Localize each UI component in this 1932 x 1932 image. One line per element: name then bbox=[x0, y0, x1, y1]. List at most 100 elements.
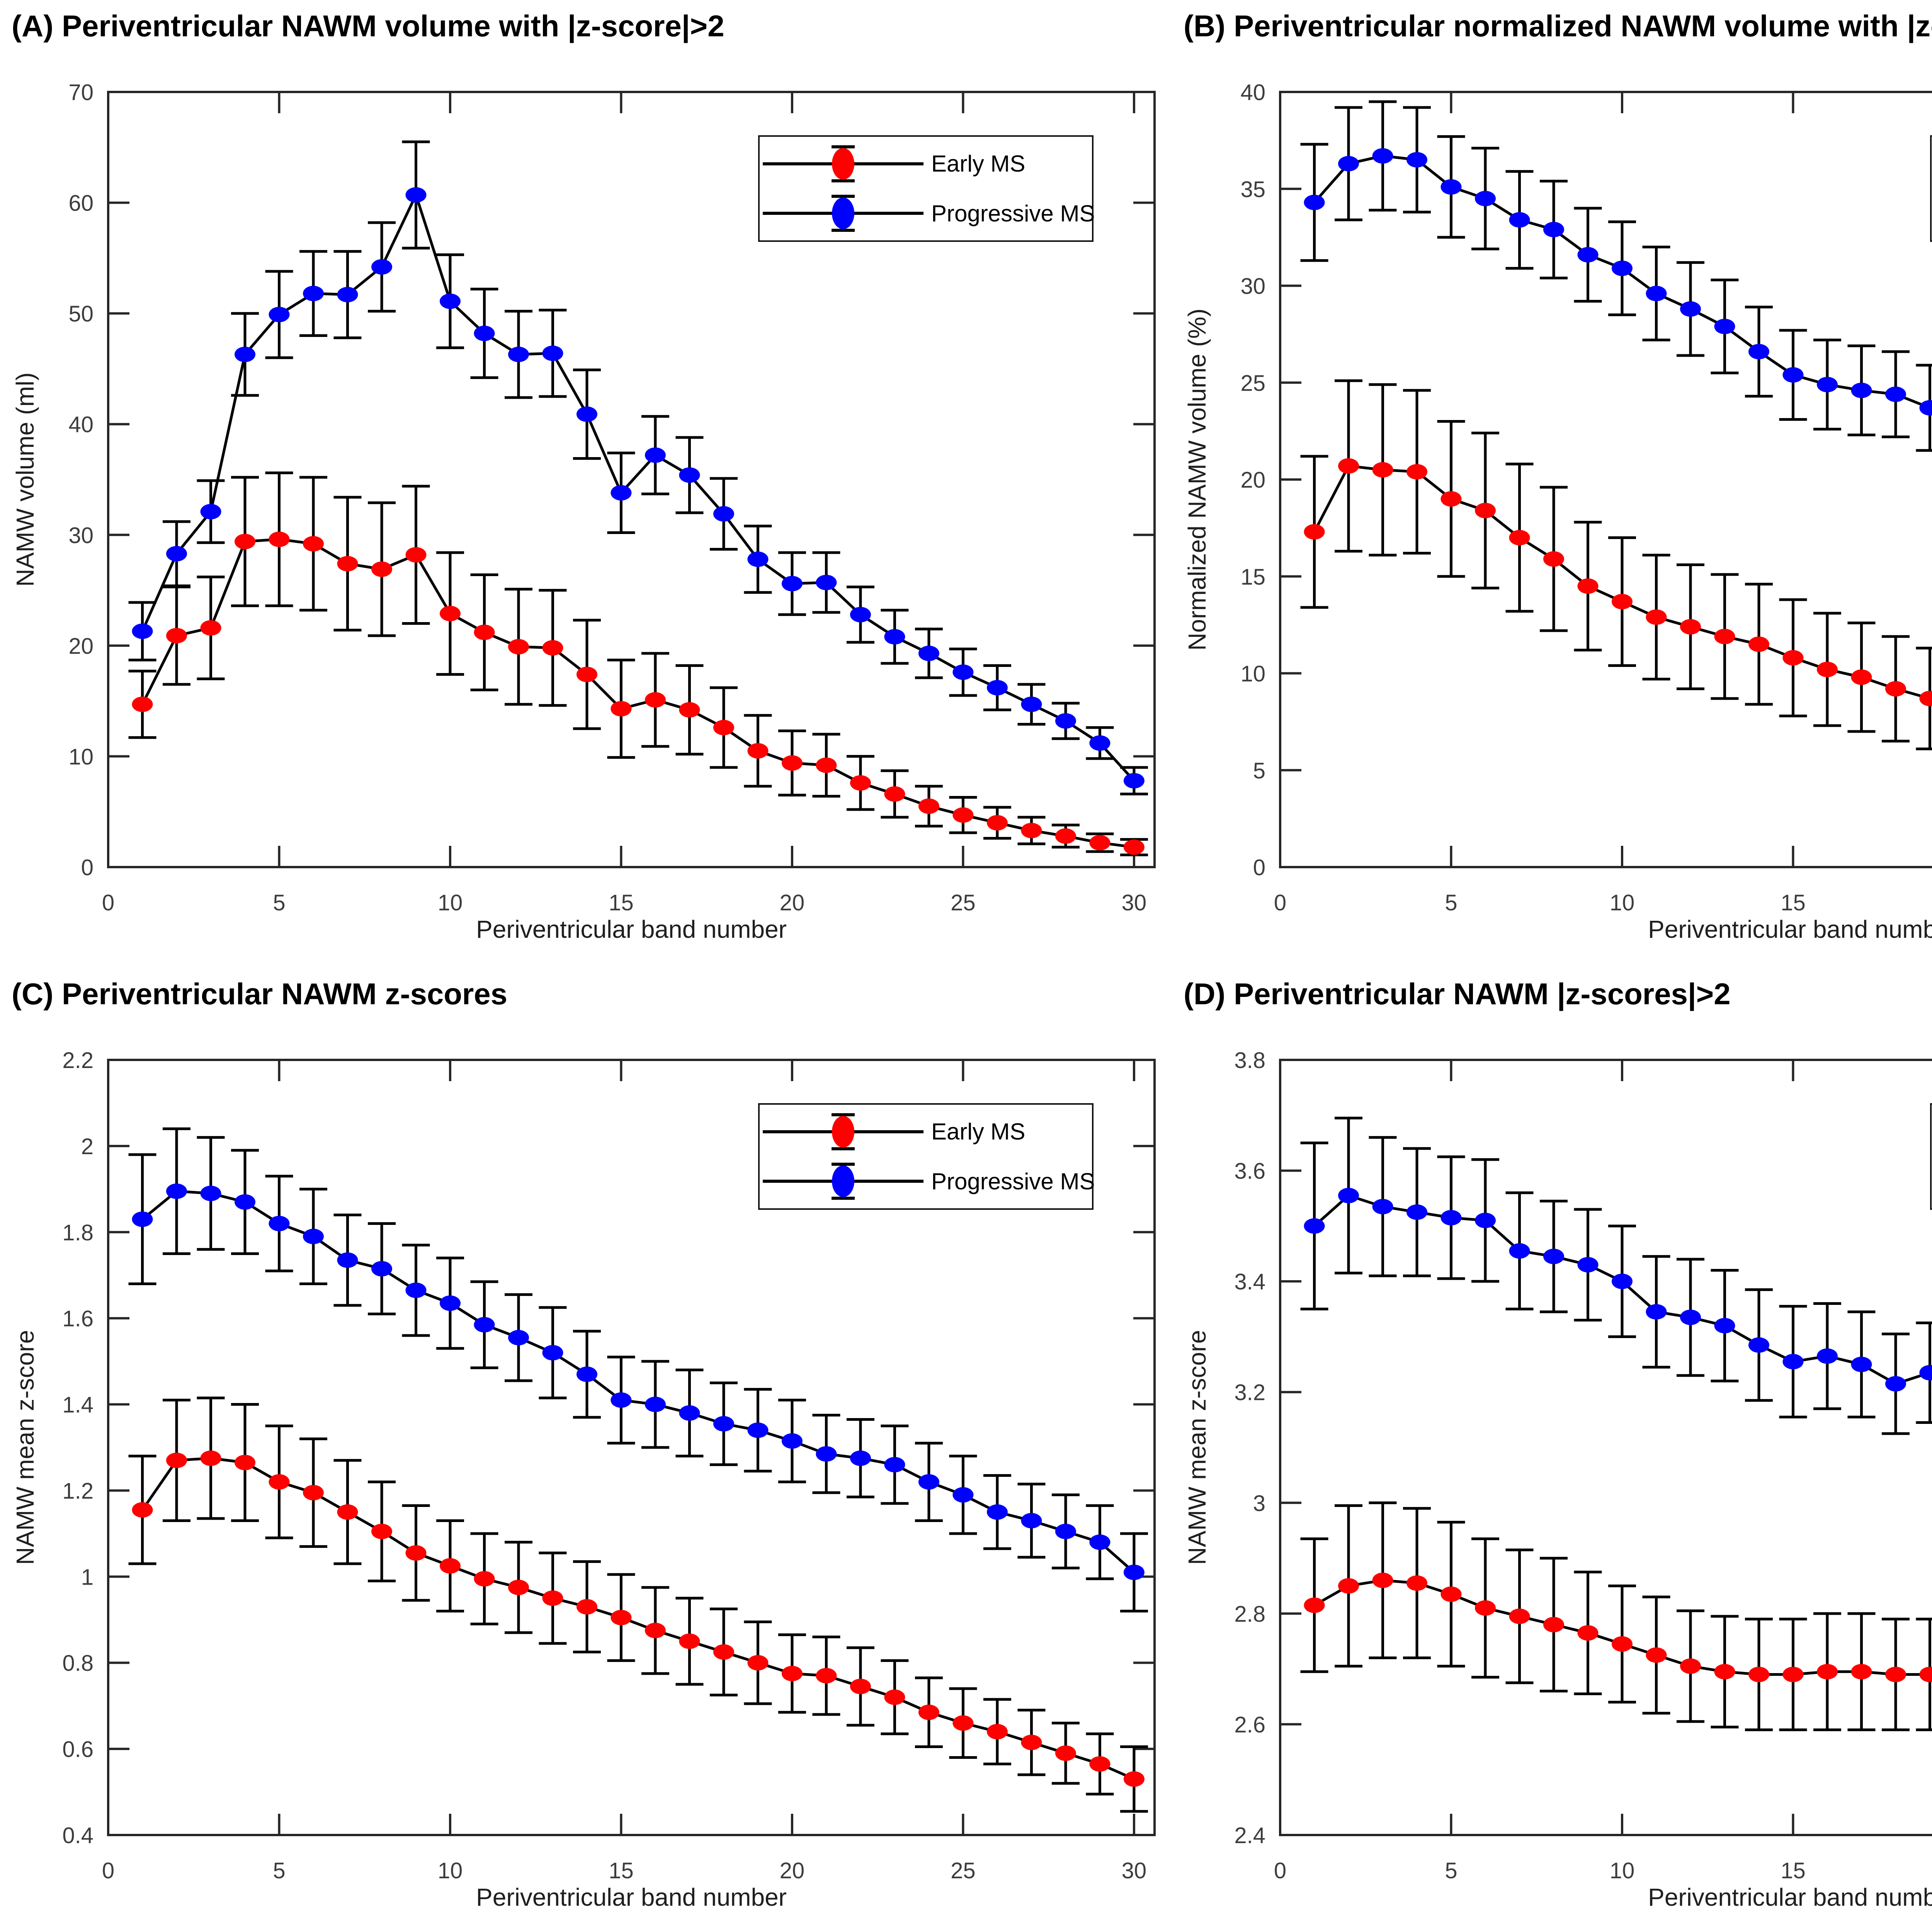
x-tick-label: 20 bbox=[780, 890, 805, 915]
x-tick-label: 0 bbox=[1274, 1858, 1286, 1883]
data-point-marker bbox=[1021, 823, 1042, 838]
data-point-marker bbox=[1509, 1609, 1530, 1624]
x-tick-label: 15 bbox=[1781, 1858, 1806, 1883]
data-point-marker bbox=[645, 447, 666, 463]
data-point-marker bbox=[337, 1252, 358, 1268]
data-point-marker bbox=[1919, 400, 1932, 416]
panel-a: 0 5 10 15 20 25 30 0 10 20 30 40 50 60 70 (A) Perivent… bbox=[0, 0, 1172, 968]
data-point-marker bbox=[1885, 386, 1906, 402]
x-tick-label: 0 bbox=[102, 1858, 114, 1883]
data-point-marker bbox=[1782, 1667, 1804, 1682]
data-point-marker bbox=[1782, 367, 1804, 383]
data-point-marker bbox=[1372, 462, 1393, 478]
data-point-marker bbox=[679, 1633, 700, 1649]
legend-label: Progressive MS bbox=[931, 200, 1095, 226]
data-point-marker bbox=[918, 645, 939, 661]
data-point-marker bbox=[781, 1666, 803, 1682]
series-line bbox=[141, 1190, 1135, 1573]
legend-a: Early MS Progressive MS bbox=[758, 135, 1095, 242]
data-point-marker bbox=[918, 1704, 939, 1720]
data-point-marker bbox=[850, 775, 871, 791]
errorbar-marker-icon bbox=[763, 195, 923, 232]
data-point-marker bbox=[1089, 1534, 1111, 1550]
data-point-marker bbox=[816, 575, 837, 590]
panel-b-xlabel: Periventricular band number bbox=[1648, 915, 1932, 943]
x-tick-label: 25 bbox=[951, 1858, 976, 1883]
data-point-marker bbox=[1851, 383, 1872, 398]
data-point-marker bbox=[884, 786, 905, 802]
data-point-marker bbox=[645, 1396, 666, 1412]
data-point-marker bbox=[1509, 530, 1530, 546]
data-point-marker bbox=[781, 755, 803, 771]
data-point-marker bbox=[269, 1216, 290, 1231]
data-point-marker bbox=[1611, 260, 1633, 276]
y-tick-label: 40 bbox=[1240, 80, 1265, 105]
data-point-marker bbox=[1748, 1667, 1769, 1682]
x-tick-label: 15 bbox=[609, 890, 634, 915]
y-tick-label: 1 bbox=[81, 1565, 94, 1590]
data-point-marker bbox=[986, 680, 1008, 696]
data-point-marker bbox=[611, 1392, 632, 1408]
data-point-marker bbox=[234, 534, 255, 549]
data-point-marker bbox=[1714, 629, 1735, 645]
panel-a-ylabel: NAMW volume (ml) bbox=[11, 372, 39, 587]
axes-box bbox=[1279, 91, 1932, 868]
data-point-marker bbox=[645, 1622, 666, 1638]
data-point-marker bbox=[439, 1558, 461, 1574]
series-line bbox=[1313, 154, 1932, 411]
data-point-marker bbox=[1646, 1647, 1667, 1663]
data-point-marker bbox=[781, 1433, 803, 1449]
data-point-marker bbox=[1680, 301, 1701, 317]
data-point-marker bbox=[884, 1457, 905, 1473]
data-point-marker bbox=[1440, 1210, 1462, 1226]
data-point-marker bbox=[474, 325, 495, 341]
data-point-marker bbox=[371, 561, 392, 577]
errorbar-marker-icon bbox=[763, 1163, 923, 1200]
data-point-marker bbox=[1338, 1578, 1359, 1594]
data-point-marker bbox=[303, 536, 324, 552]
data-point-marker bbox=[1440, 491, 1462, 507]
series-early-ms bbox=[128, 471, 1148, 856]
data-point-marker bbox=[1885, 681, 1906, 697]
data-point-marker bbox=[1782, 650, 1804, 666]
data-point-marker bbox=[713, 1644, 734, 1660]
data-point-marker bbox=[1304, 524, 1325, 540]
data-point-marker bbox=[1338, 458, 1359, 474]
y-tick-label: 0.4 bbox=[62, 1823, 94, 1848]
data-point-marker bbox=[1055, 1745, 1076, 1761]
data-point-marker bbox=[1021, 1513, 1042, 1529]
data-point-marker bbox=[1714, 1664, 1735, 1680]
data-point-marker bbox=[166, 546, 187, 562]
y-tick-label: 0.6 bbox=[62, 1737, 94, 1762]
y-tick-label: 25 bbox=[1240, 371, 1265, 396]
data-point-marker bbox=[952, 1487, 974, 1503]
legend-item-early-ms: Early MS bbox=[760, 141, 1092, 187]
data-point-marker bbox=[850, 1679, 871, 1694]
x-tick-label: 0 bbox=[102, 890, 114, 915]
data-point-marker bbox=[1646, 609, 1667, 625]
y-tick-label: 20 bbox=[1240, 468, 1265, 493]
legend-d: Early MS Progressive MS bbox=[1930, 1103, 1932, 1210]
data-point-marker bbox=[1646, 286, 1667, 301]
data-point-marker bbox=[1475, 190, 1496, 206]
data-point-marker bbox=[337, 1504, 358, 1520]
y-tick-label: 1.8 bbox=[62, 1220, 94, 1245]
panel-c-ylabel: NAMW mean z-score bbox=[11, 1330, 39, 1565]
data-point-marker bbox=[816, 1446, 837, 1462]
data-point-marker bbox=[1055, 713, 1076, 729]
data-point-marker bbox=[747, 1655, 769, 1671]
data-point-marker bbox=[816, 757, 837, 773]
data-point-marker bbox=[1055, 1524, 1076, 1539]
legend-b: Early MS Progressive MS bbox=[1930, 135, 1932, 242]
x-tick-label: 5 bbox=[273, 890, 285, 915]
x-tick-label: 10 bbox=[438, 1858, 463, 1883]
data-point-marker bbox=[405, 1545, 427, 1561]
axes-box bbox=[107, 1059, 1156, 1836]
data-point-marker bbox=[1680, 1658, 1701, 1674]
legend-item-progressive-ms: Progressive MS bbox=[760, 190, 1095, 236]
data-point-marker bbox=[269, 307, 290, 323]
y-tick-label: 30 bbox=[68, 523, 94, 548]
data-point-marker bbox=[234, 347, 255, 362]
y-tick-label: 40 bbox=[68, 412, 94, 437]
data-point-marker bbox=[1089, 835, 1111, 850]
